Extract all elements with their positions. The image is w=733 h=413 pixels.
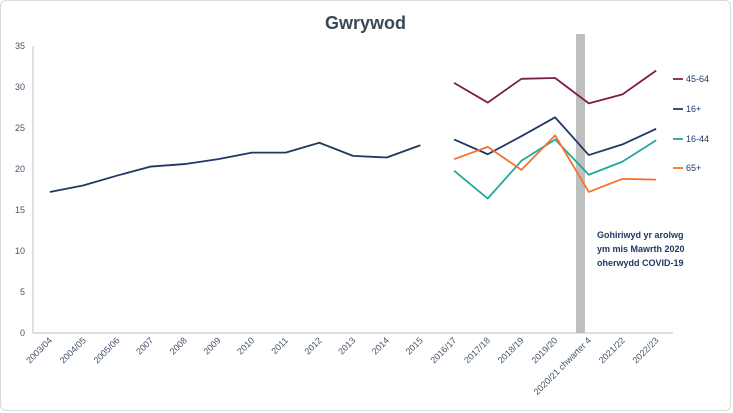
legend-label: 16-44 <box>686 134 709 144</box>
y-tick-label: 20 <box>15 164 25 174</box>
x-tick-label: 2005/06 <box>92 335 122 365</box>
y-tick-label: 15 <box>15 205 25 215</box>
x-tick-label: 2018/19 <box>496 335 526 365</box>
series-line <box>453 116 657 156</box>
covid-annotation-line: oherwydd COVID-19 <box>597 258 684 268</box>
x-tick-label: 2011 <box>269 335 290 356</box>
x-tick-label: 2007 <box>134 335 155 356</box>
series-line <box>453 134 657 193</box>
x-tick-label: 2013 <box>336 335 357 356</box>
x-tick-label: 2010 <box>235 335 256 356</box>
x-tick-label: 2016/17 <box>428 335 458 365</box>
covid-gap-band <box>575 34 585 333</box>
x-tick-label: 2015 <box>404 335 425 356</box>
x-tick-label: 2009 <box>201 335 222 356</box>
legend-label: 16+ <box>686 104 701 114</box>
y-tick-label: 30 <box>15 82 25 92</box>
x-tick-label: 2021/22 <box>597 335 627 365</box>
series-line <box>49 141 421 193</box>
covid-annotation-line: ym mis Mawrth 2020 <box>597 244 685 254</box>
y-tick-label: 0 <box>20 328 25 338</box>
x-tick-label: 2003/04 <box>24 335 54 365</box>
chart-title: Gwrywod <box>324 13 406 33</box>
series-line <box>453 69 657 105</box>
y-tick-label: 5 <box>20 287 25 297</box>
x-tick-label: 2019/20 <box>529 335 559 365</box>
y-tick-label: 35 <box>15 41 25 51</box>
y-tick-label: 25 <box>15 123 25 133</box>
x-tick-label: 2014 <box>370 335 391 356</box>
legend-label: 65+ <box>686 163 701 173</box>
x-tick-label: 2020/21 chwarter 4 <box>532 335 594 397</box>
x-tick-label: 2017/18 <box>462 335 492 365</box>
x-tick-label: 2012 <box>302 335 323 356</box>
covid-annotation-line: Gohiriwyd yr arolwg <box>597 230 684 240</box>
legend-label: 45-64 <box>686 74 709 84</box>
y-tick-label: 10 <box>15 246 25 256</box>
x-tick-label: 2008 <box>168 335 189 356</box>
x-tick-label: 2022/23 <box>630 335 660 365</box>
series-line <box>453 138 657 200</box>
x-tick-label: 2004/05 <box>58 335 88 365</box>
